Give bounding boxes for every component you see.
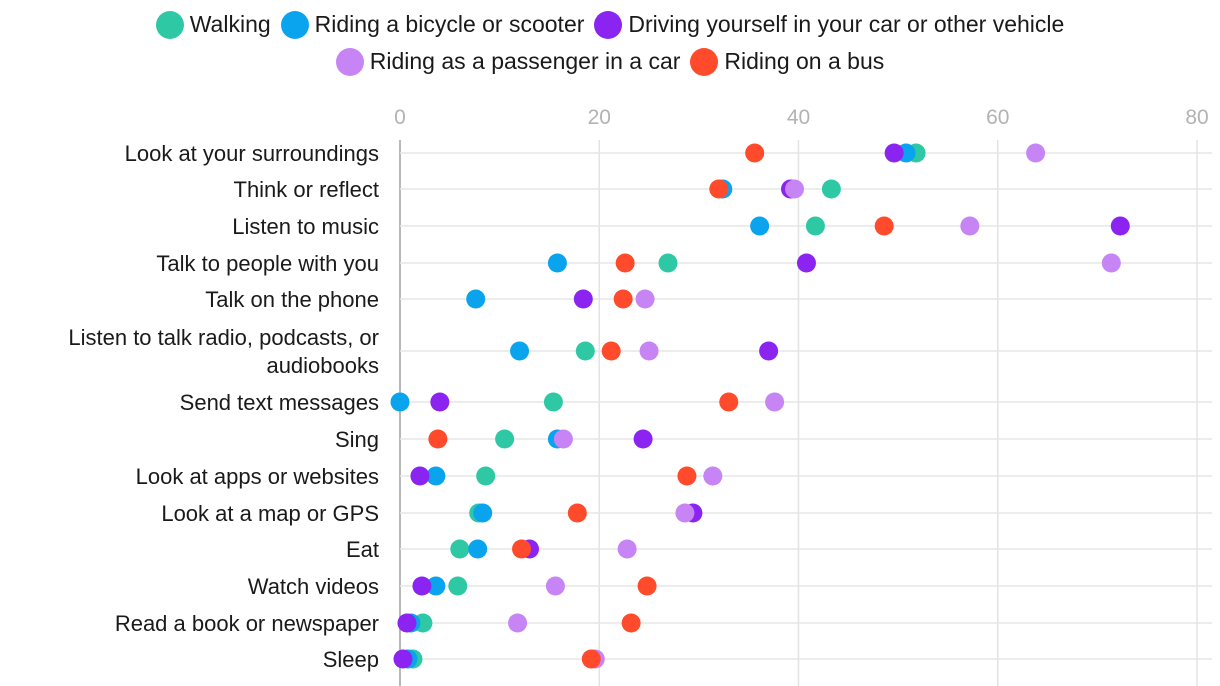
point-driving-yourself-in-your-car-or-other-vehicle: [1110, 216, 1130, 236]
point-driving-yourself-in-your-car-or-other-vehicle: [410, 466, 430, 486]
category-label: Sleep: [323, 647, 379, 672]
point-driving-yourself-in-your-car-or-other-vehicle: [397, 613, 417, 633]
point-riding-as-a-passenger-in-a-car: [765, 392, 785, 412]
legend-dot-driving: [594, 10, 623, 39]
category-label: Eat: [346, 537, 379, 562]
point-riding-on-a-bus: [615, 253, 635, 273]
point-riding-on-a-bus: [428, 429, 448, 449]
point-driving-yourself-in-your-car-or-other-vehicle: [393, 649, 413, 669]
legend-label-bus: Riding on a bus: [724, 48, 885, 74]
point-riding-as-a-passenger-in-a-car: [639, 341, 659, 361]
point-riding-as-a-passenger-in-a-car: [960, 216, 980, 236]
point-riding-as-a-passenger-in-a-car: [1026, 143, 1046, 163]
category-label: Read a book or newspaper: [115, 611, 379, 636]
point-driving-yourself-in-your-car-or-other-vehicle: [884, 143, 904, 163]
x-tick-label: 40: [787, 106, 810, 129]
point-walking: [448, 576, 468, 596]
point-walking: [575, 341, 595, 361]
point-riding-as-a-passenger-in-a-car: [617, 539, 637, 559]
category-label: Talk to people with you: [156, 251, 379, 276]
point-riding-on-a-bus: [874, 216, 894, 236]
legend-label-passenger: Riding as a passenger in a car: [369, 48, 681, 74]
category-label: Watch videos: [248, 574, 379, 599]
point-driving-yourself-in-your-car-or-other-vehicle: [796, 253, 816, 273]
point-walking: [495, 429, 515, 449]
point-driving-yourself-in-your-car-or-other-vehicle: [573, 289, 593, 309]
legend-row-1: Walking Riding a bicycle or scooter Driv…: [0, 6, 1220, 43]
point-riding-on-a-bus: [512, 539, 532, 559]
point-riding-as-a-passenger-in-a-car: [703, 466, 723, 486]
point-riding-a-bicycle-or-scooter: [466, 289, 486, 309]
legend-item-driving: Driving yourself in your car or other ve…: [594, 10, 1065, 39]
point-riding-as-a-passenger-in-a-car: [785, 179, 805, 199]
category-label: Look at a map or GPS: [161, 501, 379, 526]
category-label: Talk on the phone: [205, 287, 379, 312]
category-label: Think or reflect: [234, 177, 380, 202]
point-walking: [543, 392, 563, 412]
point-riding-as-a-passenger-in-a-car: [553, 429, 573, 449]
legend-item-bus: Riding on a bus: [690, 47, 885, 76]
point-driving-yourself-in-your-car-or-other-vehicle: [412, 576, 432, 596]
point-riding-on-a-bus: [601, 341, 621, 361]
data-points: [390, 143, 1130, 669]
legend-item-bicycle: Riding a bicycle or scooter: [280, 10, 585, 39]
point-riding-a-bicycle-or-scooter: [426, 576, 446, 596]
point-riding-on-a-bus: [581, 649, 601, 669]
category-labels: Look at your surroundings Think or reflec…: [68, 141, 379, 672]
category-label: Send text messages: [180, 390, 379, 415]
category-label: audiobooks: [266, 353, 379, 378]
point-riding-as-a-passenger-in-a-car: [635, 289, 655, 309]
legend-row-2: Riding as a passenger in a car Riding on…: [0, 43, 1220, 80]
category-label: Listen to talk radio, podcasts, or: [68, 325, 379, 350]
point-walking: [821, 179, 841, 199]
point-riding-a-bicycle-or-scooter: [390, 392, 410, 412]
point-riding-a-bicycle-or-scooter: [750, 216, 770, 236]
x-tick-label: 60: [986, 106, 1009, 129]
legend-dot-passenger: [335, 47, 364, 76]
category-label: Listen to music: [232, 214, 379, 239]
point-riding-on-a-bus: [719, 392, 739, 412]
point-walking: [476, 466, 496, 486]
point-riding-on-a-bus: [745, 143, 765, 163]
point-driving-yourself-in-your-car-or-other-vehicle: [759, 341, 779, 361]
category-label: Look at your surroundings: [125, 141, 379, 166]
legend-item-passenger: Riding as a passenger in a car: [335, 47, 681, 76]
point-riding-a-bicycle-or-scooter: [473, 503, 493, 523]
point-riding-as-a-passenger-in-a-car: [508, 613, 528, 633]
point-riding-as-a-passenger-in-a-car: [1101, 253, 1121, 273]
legend-dot-walking: [155, 10, 184, 39]
point-riding-a-bicycle-or-scooter: [426, 466, 446, 486]
x-tick-label: 0: [394, 106, 406, 129]
point-riding-a-bicycle-or-scooter: [468, 539, 488, 559]
point-walking: [805, 216, 825, 236]
legend-dot-bicycle: [280, 10, 309, 39]
point-riding-as-a-passenger-in-a-car: [675, 503, 695, 523]
point-walking: [658, 253, 678, 273]
point-driving-yourself-in-your-car-or-other-vehicle: [430, 392, 450, 412]
x-tick-label: 80: [1185, 106, 1208, 129]
legend-label-bicycle: Riding a bicycle or scooter: [314, 11, 585, 37]
x-tick-label: 20: [588, 106, 611, 129]
point-walking: [450, 539, 470, 559]
point-riding-on-a-bus: [637, 576, 657, 596]
legend-item-walking: Walking: [155, 10, 271, 39]
point-riding-on-a-bus: [677, 466, 697, 486]
point-riding-on-a-bus: [567, 503, 587, 523]
legend-dot-bus: [690, 47, 719, 76]
point-riding-on-a-bus: [621, 613, 641, 633]
x-axis-ticks: 0 20 40 60 80: [394, 106, 1209, 129]
point-riding-on-a-bus: [709, 179, 729, 199]
point-riding-a-bicycle-or-scooter: [547, 253, 567, 273]
category-label: Sing: [335, 427, 379, 452]
legend-label-driving: Driving yourself in your car or other ve…: [628, 11, 1065, 37]
gridlines: [399, 140, 1212, 686]
point-riding-as-a-passenger-in-a-car: [545, 576, 565, 596]
category-label: Look at apps or websites: [136, 464, 379, 489]
legend: Walking Riding a bicycle or scooter Driv…: [0, 6, 1220, 80]
legend-label-walking: Walking: [189, 11, 271, 37]
point-driving-yourself-in-your-car-or-other-vehicle: [633, 429, 653, 449]
point-riding-on-a-bus: [613, 289, 633, 309]
point-riding-a-bicycle-or-scooter: [510, 341, 530, 361]
